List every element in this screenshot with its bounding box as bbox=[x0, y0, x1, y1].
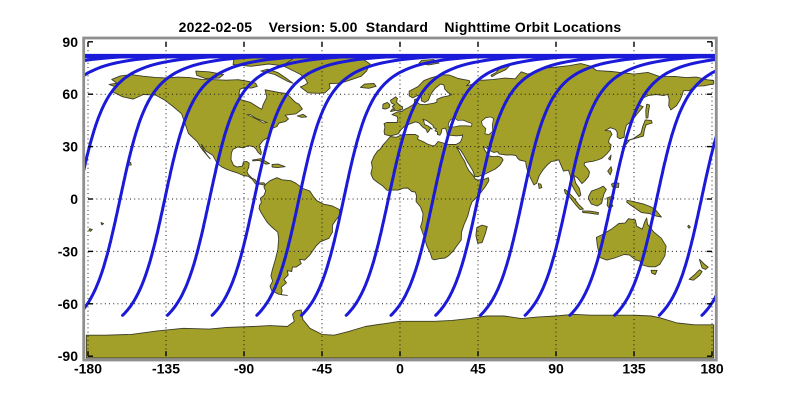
landmass-ireland bbox=[382, 101, 391, 110]
orbit-track bbox=[255, 54, 468, 317]
orbit-track bbox=[300, 54, 513, 317]
orbit-track bbox=[523, 54, 716, 317]
orbit-track bbox=[657, 133, 716, 317]
orbit-track bbox=[84, 54, 112, 59]
x-axis-tick-label: 180 bbox=[700, 361, 724, 377]
landmass-iceland bbox=[360, 83, 377, 89]
plot-frame bbox=[82, 36, 718, 362]
x-axis-tick-label: -45 bbox=[312, 361, 332, 377]
landmass-south-america bbox=[258, 177, 341, 296]
x-axis-tick-label: 45 bbox=[470, 361, 486, 377]
orbit-track bbox=[478, 54, 692, 317]
y-axis-tick-label: 90 bbox=[62, 34, 78, 50]
landmass-madagascar bbox=[475, 224, 488, 244]
landmass-north-america bbox=[108, 74, 303, 186]
landmass-borneo bbox=[588, 185, 607, 207]
x-axis-tick-label: -180 bbox=[74, 361, 102, 377]
sea-great-lakes bbox=[246, 114, 269, 124]
landmass-taiwan bbox=[608, 154, 612, 161]
chart-title: 2022-02-05 Version: 5.00 Standard Nightt… bbox=[178, 19, 622, 35]
landmass-japan bbox=[624, 119, 653, 145]
y-axis-tick-label: -90 bbox=[58, 348, 78, 364]
landmass-newfoundland bbox=[296, 113, 308, 118]
landmass-new-zealand-south bbox=[688, 269, 703, 281]
landmass-java bbox=[582, 210, 599, 215]
orbit-track bbox=[568, 57, 716, 317]
y-axis-tick-label: -60 bbox=[58, 296, 78, 312]
orbit-track bbox=[210, 54, 423, 317]
orbit-track bbox=[389, 54, 602, 317]
landmass-samoa bbox=[100, 222, 105, 226]
landmass-tasmania bbox=[650, 269, 658, 276]
landmass-vanuatu bbox=[687, 224, 691, 229]
orbit-track bbox=[84, 54, 289, 311]
landmass-antarctica bbox=[85, 309, 715, 359]
x-axis-tick-label: 90 bbox=[548, 361, 564, 377]
landmass-sri-lanka bbox=[537, 183, 543, 189]
orbit-track bbox=[165, 54, 379, 317]
y-axis-tick-label: 0 bbox=[70, 191, 78, 207]
x-axis-tick-label: -135 bbox=[152, 361, 180, 377]
landmass-new-zealand-north bbox=[699, 258, 709, 270]
y-axis-tick-label: 60 bbox=[62, 86, 78, 102]
orbit-track bbox=[613, 69, 716, 317]
landmass-sakhalin bbox=[645, 103, 651, 119]
x-axis-tick-label: 135 bbox=[622, 361, 646, 377]
orbit-track bbox=[344, 54, 558, 317]
landmass-novaya-zemlya bbox=[490, 64, 511, 78]
landmass-fiji bbox=[88, 228, 93, 232]
plot-content bbox=[84, 41, 716, 359]
x-axis-tick-label: -90 bbox=[234, 361, 254, 377]
landmass-hispaniola bbox=[271, 163, 286, 169]
y-axis-tick-label: 30 bbox=[62, 139, 78, 155]
landmass-luzon bbox=[607, 166, 613, 176]
orbit-track bbox=[84, 54, 247, 174]
x-axis-tick-label: 0 bbox=[396, 361, 404, 377]
orbit-track bbox=[434, 54, 647, 317]
y-axis-tick-label: -30 bbox=[58, 243, 78, 259]
orbit-track bbox=[121, 54, 334, 317]
landmass-great-britain bbox=[390, 96, 404, 112]
